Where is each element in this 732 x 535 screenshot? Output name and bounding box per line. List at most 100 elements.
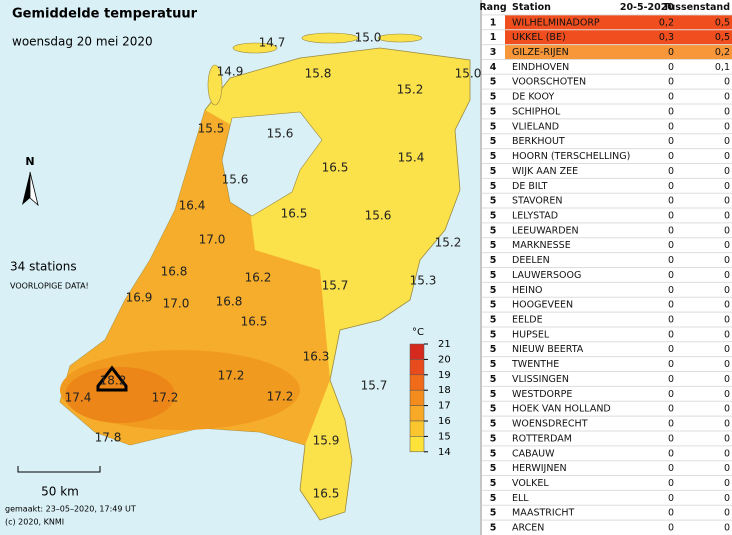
table-cell: ROTTERDAM (512, 433, 572, 444)
temperature-label: 17.2 (152, 391, 179, 405)
table-cell: 0 (668, 196, 674, 207)
table-cell: 0 (668, 240, 674, 251)
table-cell: 5 (490, 106, 497, 117)
temperature-label: 15.9 (313, 434, 340, 448)
table-cell: EELDE (512, 315, 543, 326)
table-cell: 5 (490, 448, 497, 459)
table-header: Rang (479, 2, 506, 13)
temperature-label: 17.0 (199, 233, 226, 247)
temperature-label: 17.2 (267, 390, 294, 404)
table-cell: WILHELMINADORP (512, 17, 600, 28)
table-cell: 0 (724, 210, 730, 221)
table-cell: GILZE-RIJEN (512, 47, 569, 58)
temperature-label: 15.8 (305, 67, 332, 81)
temperature-label: 15.0 (455, 67, 482, 81)
temperature-label: 16.5 (281, 207, 308, 221)
legend-tick-label: 21 (438, 339, 451, 350)
table-cell: 0,2 (715, 47, 730, 58)
table-cell: 0 (668, 166, 674, 177)
table-cell: 0 (668, 419, 674, 430)
table-cell: HERWIJNEN (512, 463, 567, 474)
temperature-label: 16.3 (303, 350, 330, 364)
island (377, 33, 423, 43)
table-cell: 0 (668, 77, 674, 88)
table-cell: 0 (724, 136, 730, 147)
row-highlight (505, 29, 732, 45)
temperature-label: 16.5 (241, 315, 268, 329)
table-cell: CABAUW (512, 448, 555, 459)
table-header: 20-5-2020 (620, 2, 675, 13)
table-cell: 0 (724, 77, 730, 88)
table-cell: 0 (724, 92, 730, 103)
table-cell: 5 (490, 315, 497, 326)
temperature-label: 15.5 (198, 122, 225, 136)
table-cell: 0 (668, 448, 674, 459)
table-cell: 0 (724, 255, 730, 266)
table-cell: 0 (724, 448, 730, 459)
table-cell: 5 (490, 210, 497, 221)
temperature-label: 14.9 (217, 65, 244, 79)
table-cell: VLIELAND (512, 121, 559, 132)
temperature-label: 15.7 (322, 279, 349, 293)
table-cell: HEINO (512, 285, 543, 296)
table-cell: 0 (668, 225, 674, 236)
table-cell: 0 (724, 151, 730, 162)
legend-tick-label: 17 (438, 401, 451, 412)
table-cell: 0 (668, 300, 674, 311)
table-cell: 5 (490, 92, 497, 103)
table-cell: DEELEN (512, 255, 550, 266)
temperature-label: 17.0 (163, 297, 190, 311)
table-cell: 0,3 (659, 32, 674, 43)
island (301, 32, 359, 44)
table-cell: 5 (490, 225, 497, 236)
table-cell: 0 (724, 225, 730, 236)
table-cell: 3 (490, 47, 497, 58)
ijsselmeer (221, 111, 323, 217)
table-cell: 0 (724, 166, 730, 177)
legend-tick-label: 15 (438, 431, 451, 442)
table-cell: 5 (490, 508, 497, 519)
temperature-label: 15.6 (365, 209, 392, 223)
table-cell: 0 (668, 47, 674, 58)
table-cell: 0 (724, 419, 730, 430)
temperature-label: 17.2 (218, 369, 245, 383)
table-cell: 0 (668, 315, 674, 326)
legend-swatch (409, 389, 425, 406)
table-cell: ARCEN (512, 523, 544, 534)
temperature-label: 16.5 (313, 487, 340, 501)
table-cell: 0 (668, 493, 674, 504)
table-cell: 0,5 (715, 17, 730, 28)
temperature-label: 16.9 (126, 291, 153, 305)
table-cell: 0 (668, 136, 674, 147)
table-header-bg (482, 0, 732, 15)
table-cell: 0 (724, 404, 730, 415)
table-cell: 0 (724, 478, 730, 489)
table-cell: 1 (490, 32, 497, 43)
copyright: (c) 2020, KNMI (5, 518, 64, 527)
table-cell: 4 (490, 62, 497, 73)
temperature-label: 16.5 (322, 161, 349, 175)
table-cell: 0 (668, 329, 674, 340)
table-cell: DE BILT (512, 181, 548, 192)
table-cell: MARKNESSE (512, 240, 571, 251)
table-cell: 5 (490, 329, 497, 340)
table-cell: VOLKEL (512, 478, 549, 489)
table-cell: HOOGEVEEN (512, 300, 573, 311)
temperature-label: 15.6 (267, 127, 294, 141)
table-cell: HOEK VAN HOLLAND (512, 404, 611, 415)
table-cell: 0 (724, 240, 730, 251)
table-cell: ELL (512, 493, 529, 504)
table-cell: 0,5 (715, 32, 730, 43)
table-cell: 5 (490, 136, 497, 147)
station-marker (96, 365, 128, 392)
table-cell: 0 (724, 121, 730, 132)
table-cell: 0 (668, 508, 674, 519)
warning: VOORLOPIGE DATA! (10, 282, 89, 291)
table-cell: 0 (668, 523, 674, 534)
table-cell: 0 (668, 463, 674, 474)
stations-note: 34 stations (10, 260, 77, 274)
table-cell: STAVOREN (512, 196, 563, 207)
scale-label: 50 km (41, 485, 79, 499)
row-highlight (505, 44, 732, 60)
